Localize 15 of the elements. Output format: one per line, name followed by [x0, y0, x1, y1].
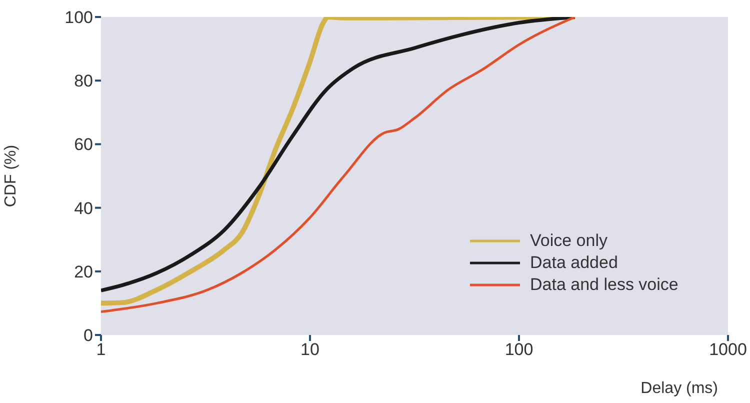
x-tick-label: 1000 — [709, 340, 747, 360]
y-tick-label: 0 — [84, 326, 93, 346]
y-tick-label: 40 — [74, 198, 93, 218]
x-axis-title: Delay (ms) — [640, 380, 718, 397]
x-tick-label: 1 — [96, 340, 106, 360]
y-tick-label: 80 — [74, 72, 93, 91]
legend-label: Data added — [530, 252, 618, 274]
x-tick-label: 10 — [300, 340, 320, 360]
y-tick-label: 60 — [74, 135, 93, 154]
legend-label: Data and less voice — [530, 274, 678, 296]
x-tick-label: 100 — [504, 340, 534, 360]
y-tick-label: 20 — [74, 262, 93, 282]
y-axis-title: CDF (%) — [2, 144, 20, 208]
y-tick-label: 100 — [64, 8, 93, 28]
legend-label: Voice only — [530, 230, 608, 252]
